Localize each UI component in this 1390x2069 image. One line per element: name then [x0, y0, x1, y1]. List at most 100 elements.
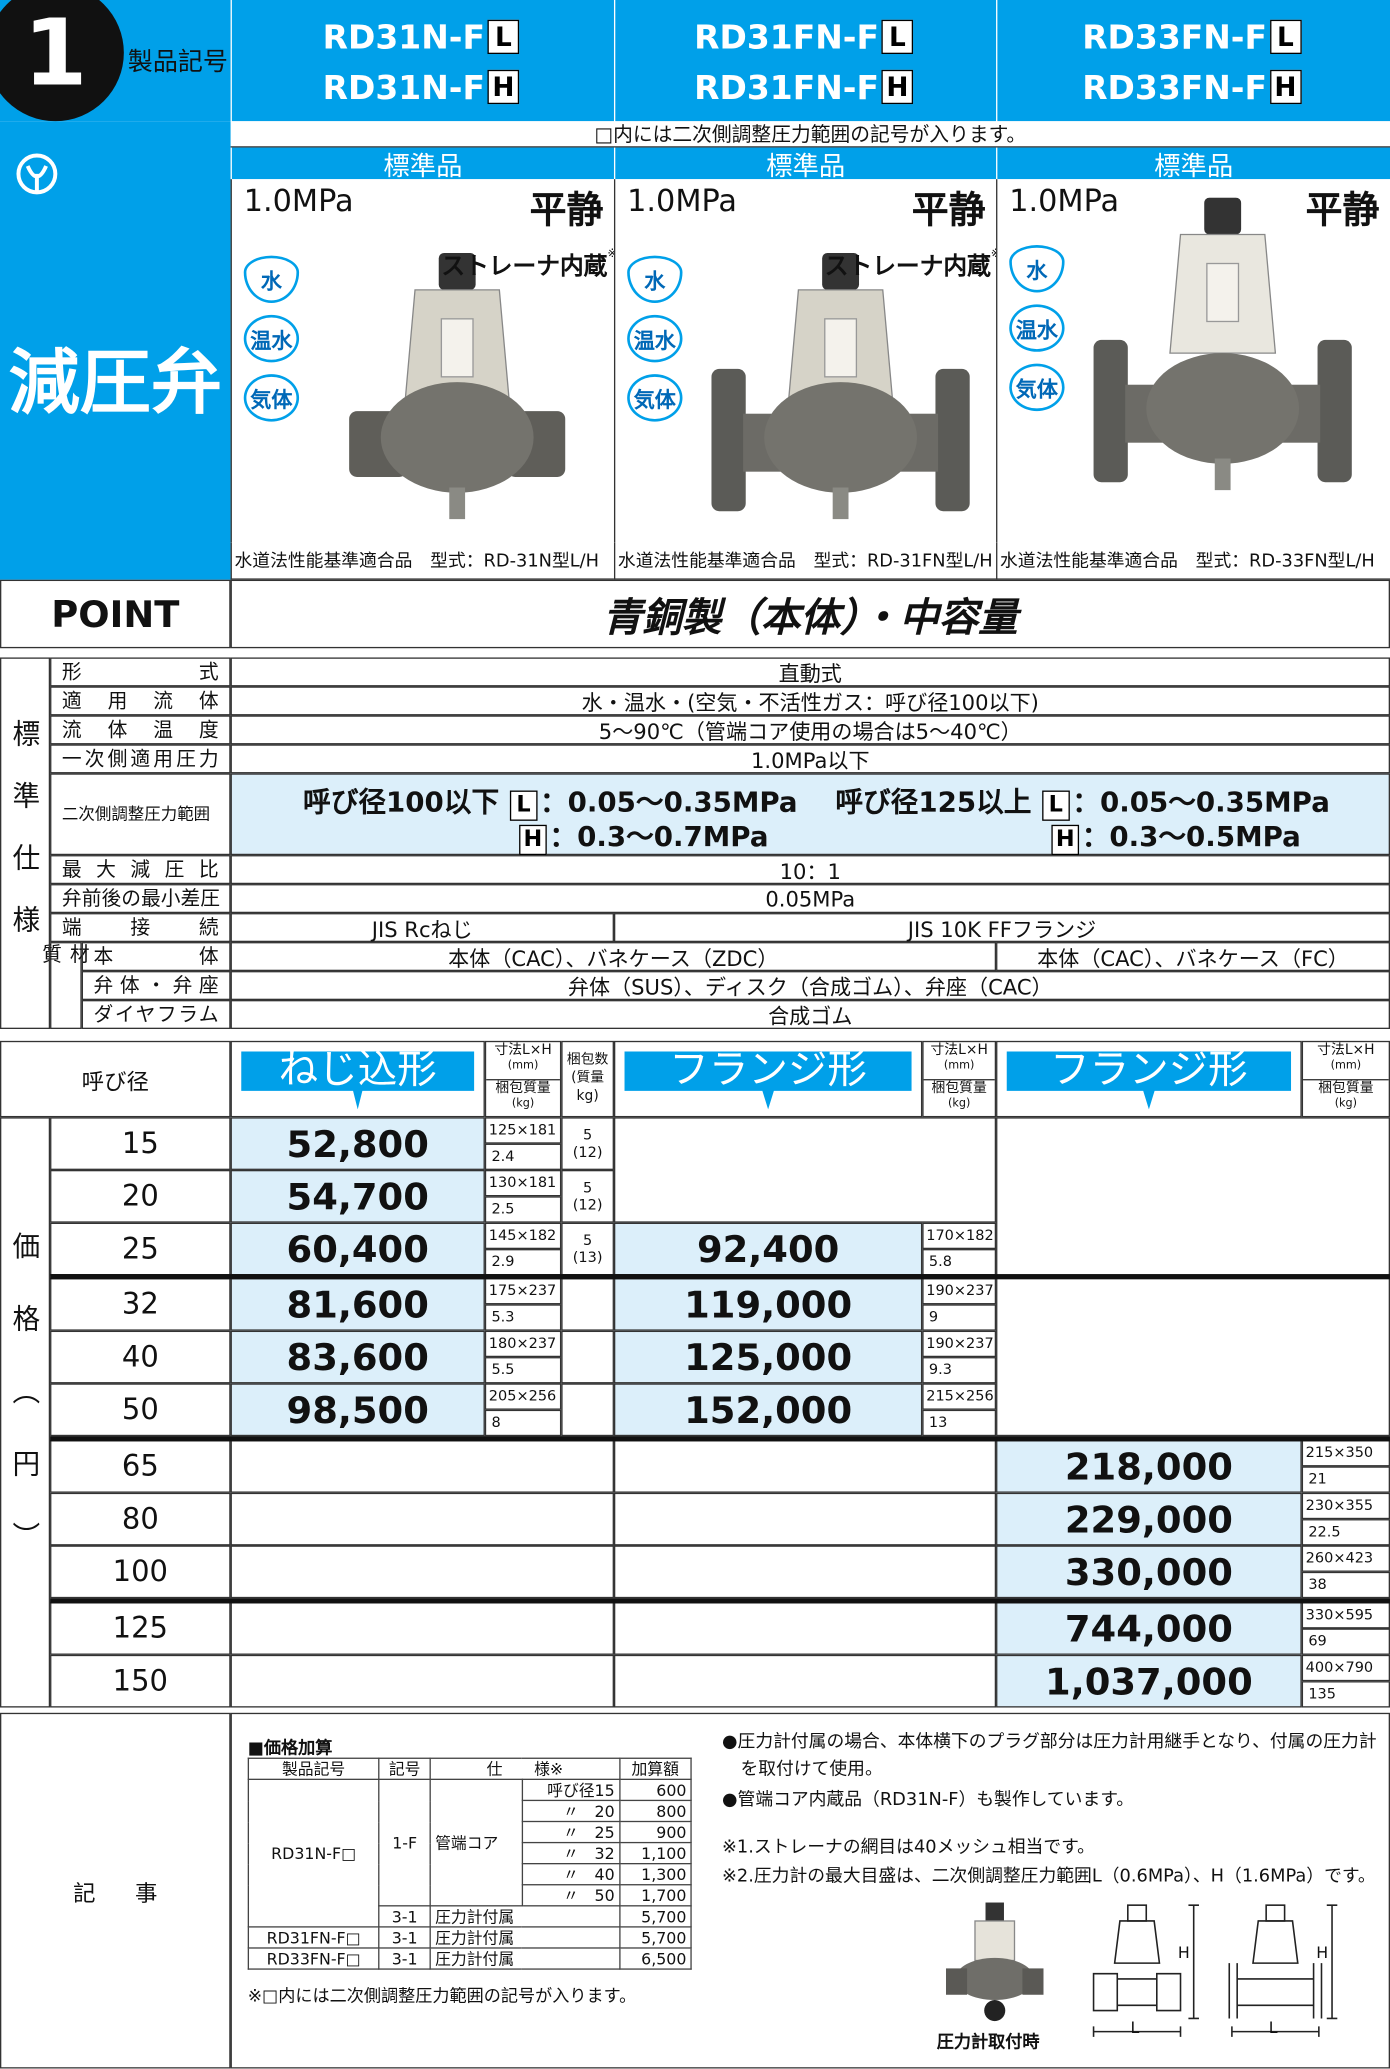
valve-flange	[1093, 339, 1128, 483]
pack: 5 (13)	[561, 1222, 614, 1276]
spec-label: 最大減圧比	[50, 855, 231, 885]
addon-body: 製品記号 記号仕 様※ 加算額 RD31N-F□ 1-F 管端コア 呼び径15 600 〃 20…	[247, 1757, 692, 1970]
spec-value: 合成ゴム	[230, 1000, 1390, 1029]
weight: 135	[1301, 1681, 1390, 1708]
pack-count: 5	[583, 1231, 593, 1250]
addon-size: 〃 50	[521, 1884, 620, 1907]
addon-header: 製品記号	[247, 1757, 380, 1780]
valve-cap	[1204, 197, 1242, 235]
row-separator	[50, 1436, 1390, 1442]
pressure: 1.0MPa	[627, 184, 737, 219]
price-value: 92,400	[613, 1222, 923, 1276]
dim-label-l: L	[1130, 2018, 1140, 2037]
valve-port	[945, 1968, 968, 1995]
caption: 水道法性能基準適合品 型式：RD-31N型L/H	[230, 542, 614, 580]
dim-header-line: (kg)	[1334, 1097, 1358, 1111]
spec-label: 弁前後の最小差圧	[50, 884, 231, 914]
addon-code: 3-1	[378, 1926, 432, 1949]
dimension-drawing	[1219, 1897, 1351, 2042]
dim-header-line: (mm)	[943, 1059, 975, 1073]
valve-plug	[1214, 458, 1231, 491]
dim-header-line: 寸法L×H	[1317, 1042, 1375, 1058]
dim-header: 寸法L×H (mm) 梱包質量 (kg)	[922, 1040, 997, 1118]
empty-cell	[230, 1492, 614, 1546]
spec-value: 10：1	[230, 855, 1390, 885]
dimension: 230×355	[1301, 1492, 1390, 1520]
row-separator	[50, 1598, 1390, 1604]
size: 15	[50, 1117, 231, 1170]
size: 65	[50, 1440, 231, 1493]
size: 50	[50, 1383, 231, 1437]
dim-header-line: (kg)	[947, 1097, 971, 1111]
header-label: 製品記号	[127, 46, 228, 76]
dimension: 170×182	[922, 1222, 997, 1250]
pressure: 1.0MPa	[243, 184, 354, 219]
model-name: RD31N-F H	[231, 63, 614, 110]
addon-code: 3-1	[378, 1947, 432, 1970]
addon-price: 900	[618, 1820, 692, 1844]
valve-body	[764, 382, 918, 493]
dimension-lines	[1092, 1904, 1199, 2037]
spec-value: 本体（CAC）、バネケース（ZDC）	[230, 942, 997, 972]
empty-cell	[613, 1545, 997, 1599]
dim-header: 寸法L×H (mm) 梱包質量 (kg)	[484, 1040, 562, 1118]
addon-size: 〃 32	[521, 1841, 620, 1865]
price-value: 83,600	[230, 1330, 485, 1384]
dimension: 215×256	[922, 1383, 997, 1410]
badge: 平静	[911, 188, 986, 232]
weight: 21	[1301, 1466, 1390, 1493]
size: 100	[50, 1545, 231, 1599]
dimension-drawing	[1080, 1897, 1212, 2042]
model-name: RD31N-F L	[231, 13, 614, 60]
point-text: 青銅製（本体）・中容量	[230, 579, 1390, 649]
valve-plate	[440, 318, 474, 378]
spec-value-bg	[230, 773, 1390, 856]
size-range: 呼び径125以上	[835, 786, 1032, 819]
strainer-text: ストレーナ内蔵	[441, 252, 608, 281]
caption: 水道法性能基準適合品 型式：RD-33FN型L/H	[996, 542, 1390, 580]
spec-side: 標準仕様	[0, 657, 51, 1029]
size: 80	[50, 1492, 231, 1546]
model-text: RD33FN-F	[1082, 67, 1267, 107]
pack-header: 梱包数 (質量 kg)	[561, 1040, 614, 1118]
price-value: 330,000	[996, 1545, 1302, 1599]
addon-row: RD33FN-F□ 3-1 圧力計付属 6,500	[247, 1947, 692, 1970]
figure-caption: 圧力計取付時	[936, 2032, 1040, 2053]
pressure: 1.0MPa	[1009, 184, 1120, 219]
spec-value: 水・温水・(空気・不活性ガス：呼び径100以下)	[230, 686, 1390, 716]
addon-spec: 圧力計付属	[429, 1947, 620, 1970]
code-box: H	[519, 824, 547, 856]
weight: 5.5	[484, 1357, 562, 1384]
spec-label: 形式	[50, 657, 231, 687]
valve-photo	[1093, 197, 1352, 491]
size: 40	[50, 1330, 231, 1384]
dimension: 400×790	[1301, 1654, 1390, 1682]
badge: 平静	[1305, 188, 1380, 232]
addon-header: 加算額	[618, 1757, 692, 1780]
addon-size: 〃 20	[521, 1799, 620, 1823]
spec-label: 二次側調整圧力範囲	[50, 773, 231, 856]
valve-photo	[349, 252, 566, 520]
model-name: RD31FN-F H	[614, 63, 996, 110]
code-box: H	[1051, 824, 1080, 856]
dimension: 190×237	[922, 1330, 997, 1358]
spec-label: 本体	[81, 942, 231, 972]
notes-label-cell	[0, 1712, 231, 2069]
dimension: 125×181	[484, 1117, 562, 1144]
outline-body	[1228, 1963, 1323, 2019]
spec-value: 直動式	[230, 657, 1390, 687]
addon-model: RD31FN-F□	[247, 1926, 380, 1949]
empty-cell	[230, 1545, 614, 1599]
valve-flange	[1317, 339, 1352, 483]
code-box: H	[881, 69, 914, 105]
valve-plate	[824, 318, 858, 378]
pack	[561, 1330, 614, 1384]
price-header-cell	[613, 1040, 923, 1118]
strainer: ストレーナ内蔵※1.	[825, 248, 1012, 282]
code-box: L	[487, 19, 520, 55]
dim-header-line: 梱包質量	[1303, 1079, 1389, 1096]
valve-cap	[985, 1902, 1004, 1921]
valve-body	[1146, 353, 1300, 464]
